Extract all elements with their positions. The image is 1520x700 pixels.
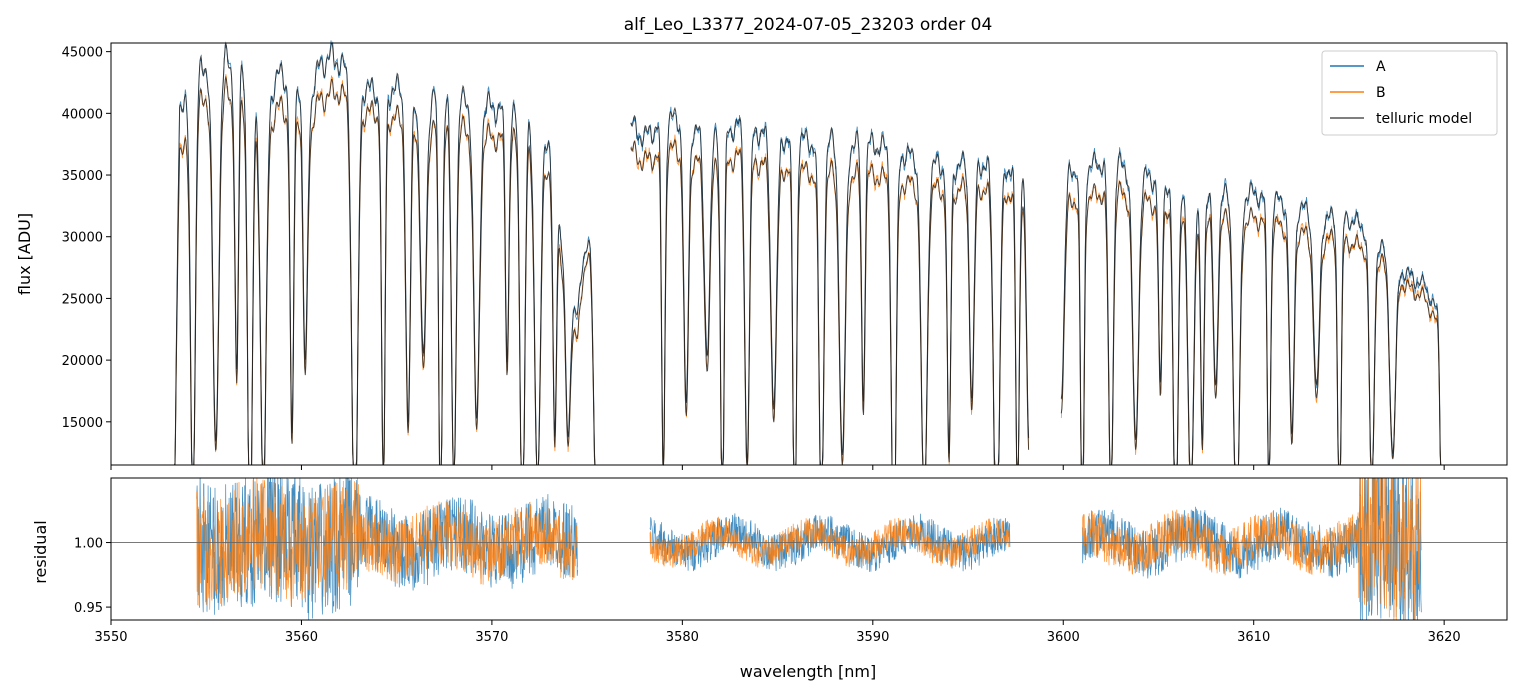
x-tick-label: 3600 <box>1047 630 1080 645</box>
x-tick-label: 3560 <box>285 630 318 645</box>
legend-label-telluric-model: telluric model <box>1376 111 1472 127</box>
flux-y-tick-label: 40000 <box>62 107 103 122</box>
flux-y-tick-label: 25000 <box>62 292 103 307</box>
telluric-model-line-b-1 <box>630 138 1030 466</box>
telluric-model-line-a-1 <box>630 106 1030 466</box>
residual-plot-area <box>111 478 1507 620</box>
flux-y-axis-label: flux [ADU] <box>15 213 34 295</box>
flux-axes-frame <box>110 42 1508 466</box>
x-axis-label: wavelength [nm] <box>740 662 877 681</box>
residual-series-b-segment-2 <box>1081 478 1422 620</box>
x-tick-label: 3550 <box>94 630 127 645</box>
flux-y-tick-label: 45000 <box>62 46 103 61</box>
residual-series-b-segment-0 <box>196 478 578 610</box>
series-b-segment-2 <box>1060 179 1442 466</box>
x-tick-label: 3620 <box>1428 630 1461 645</box>
flux-y-tick-label: 20000 <box>62 354 103 369</box>
legend-box <box>1321 50 1498 136</box>
telluric-model-line-b-0 <box>173 75 597 466</box>
flux-y-tick-label: 30000 <box>62 231 103 246</box>
legend-label-a: A <box>1376 59 1386 75</box>
telluric-model-line-b-2 <box>1060 180 1442 466</box>
residual-axes-frame <box>110 477 1508 621</box>
residual-y-axis-label: residual <box>31 520 50 583</box>
legend: A B telluric model <box>1321 50 1498 136</box>
residual-y-tick-label: 1.00 <box>74 537 103 552</box>
flux-y-tick-label: 15000 <box>62 416 103 431</box>
x-tick-label: 3590 <box>856 630 889 645</box>
x-tick-label: 3570 <box>475 630 508 645</box>
telluric-model-line-a-2 <box>1060 150 1442 466</box>
chart-title: alf_Leo_L3377_2024-07-05_23203 order 04 <box>624 15 993 35</box>
residual-axis-ticks: 0.95 1.00 3550 3560 3570 3580 3590 3600 3610 3620 <box>74 537 1461 645</box>
residual-series-b-segment-1 <box>649 516 1011 568</box>
legend-label-b: B <box>1376 85 1386 101</box>
flux-y-tick-label: 35000 <box>62 169 103 184</box>
top-axis-ticks: 15000 20000 25000 30000 35000 40000 45000 <box>62 46 1445 470</box>
x-tick-label: 3580 <box>666 630 699 645</box>
residual-y-tick-label: 0.95 <box>74 601 103 616</box>
flux-plot-area <box>173 40 1442 466</box>
x-tick-label: 3610 <box>1237 630 1270 645</box>
